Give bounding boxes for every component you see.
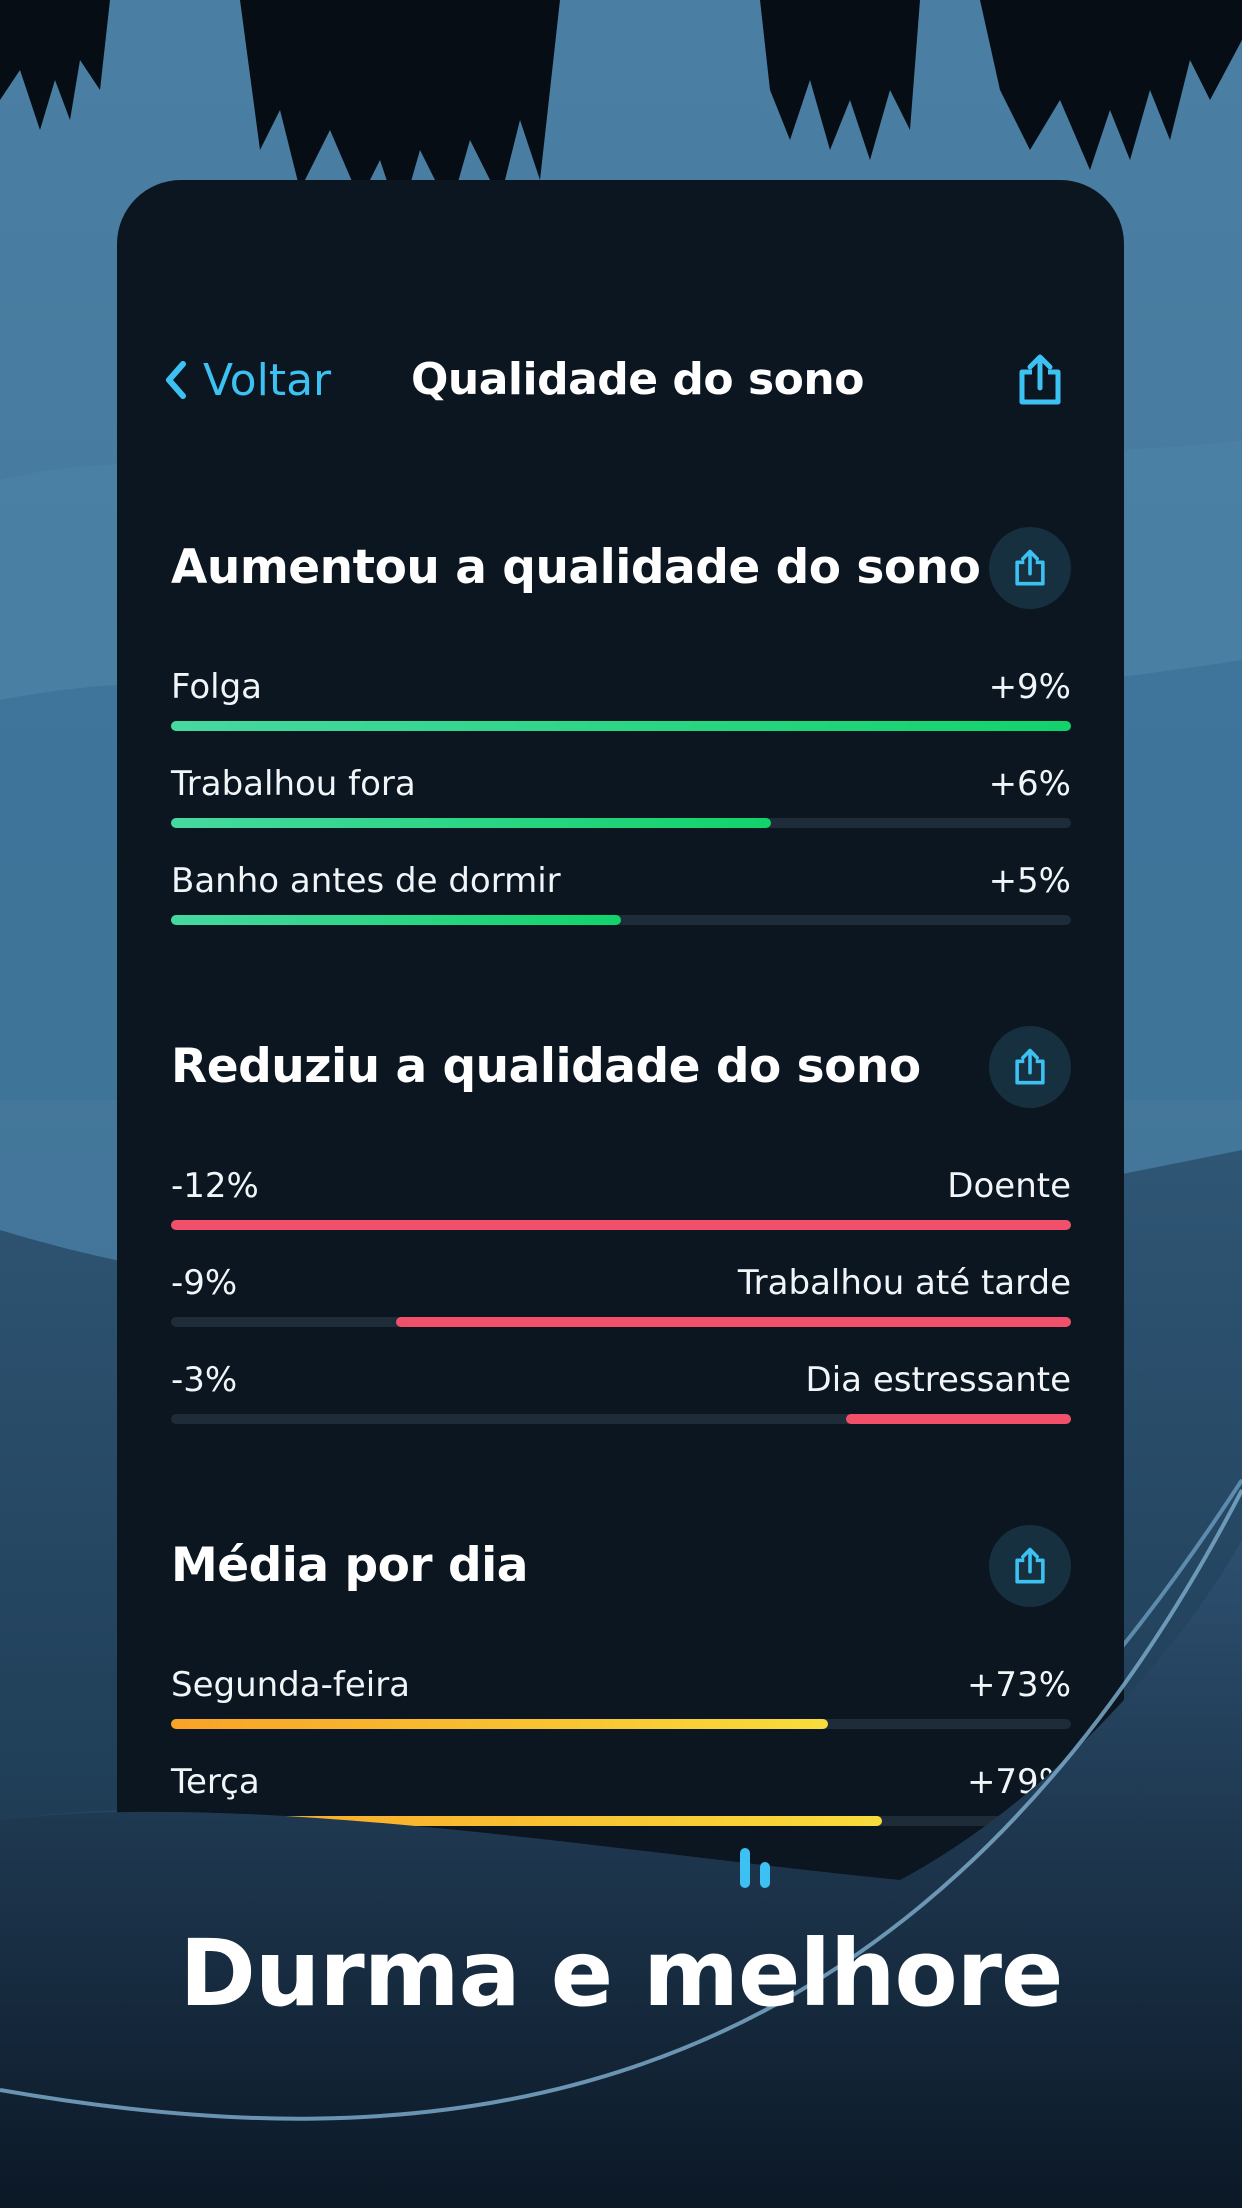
row-label: Dia estressante — [805, 1360, 1071, 1400]
section-average-by-day: Média por dia Segunda-feira +73% Terça +… — [171, 1525, 1071, 1826]
sleep-quality-screen: Voltar Qualidade do sono Aumentou a qual… — [117, 180, 1124, 1880]
progress-track — [171, 915, 1071, 925]
back-label: Voltar — [203, 354, 332, 406]
share-icon[interactable] — [1012, 352, 1068, 408]
share-icon — [1015, 1547, 1045, 1584]
progress-fill — [171, 915, 621, 925]
stats-tab-icon[interactable] — [700, 1848, 860, 1908]
promo-headline: Durma e melhore — [179, 1920, 1064, 2027]
progress-fill — [846, 1414, 1071, 1424]
share-icon — [1015, 549, 1045, 586]
progress-fill — [171, 1719, 828, 1729]
row-value: +79% — [966, 1762, 1071, 1802]
row-value: -9% — [171, 1263, 238, 1303]
row-value: +5% — [988, 861, 1071, 901]
navigation-bar: Voltar Qualidade do sono — [117, 330, 1124, 430]
progress-fill — [171, 818, 772, 828]
progress-track — [171, 1816, 1071, 1826]
row-value: -12% — [171, 1166, 259, 1206]
section-share-button[interactable] — [989, 527, 1071, 609]
section-reduced-quality: Reduziu a qualidade do sono -12% Doente … — [171, 1026, 1071, 1424]
list-item: -12% Doente — [171, 1162, 1071, 1240]
progress-fill — [396, 1317, 1071, 1327]
progress-track — [171, 1414, 1071, 1424]
back-button[interactable]: Voltar — [161, 330, 331, 430]
list-item: Terça +79% — [171, 1758, 1071, 1836]
list-item: -3% Dia estressante — [171, 1356, 1071, 1434]
section-title: Reduziu a qualidade do sono — [171, 1039, 921, 1094]
row-label: Doente — [947, 1166, 1071, 1206]
list-item: Banho antes de dormir +5% — [171, 857, 1071, 935]
list-item: Trabalhou fora +6% — [171, 760, 1071, 838]
progress-track — [171, 721, 1071, 731]
row-label: Segunda-feira — [171, 1665, 411, 1705]
page-title: Qualidade do sono — [411, 354, 864, 405]
list-item: -9% Trabalhou até tarde — [171, 1259, 1071, 1337]
progress-fill — [171, 1816, 882, 1826]
list-item: Segunda-feira +73% — [171, 1661, 1071, 1739]
progress-track — [171, 818, 1071, 828]
progress-fill — [171, 1220, 1071, 1230]
row-value: +9% — [988, 667, 1071, 707]
row-value: +73% — [966, 1665, 1071, 1705]
chevron-left-icon — [166, 361, 186, 399]
row-label: Banho antes de dormir — [171, 861, 561, 901]
share-icon — [1015, 1048, 1045, 1085]
row-label: Trabalhou até tarde — [737, 1263, 1071, 1303]
progress-track — [171, 1317, 1071, 1327]
section-increased-quality: Aumentou a qualidade do sono Folga +9% T… — [171, 527, 1071, 925]
section-title: Aumentou a qualidade do sono — [171, 540, 981, 595]
progress-fill — [171, 721, 1071, 731]
section-share-button[interactable] — [989, 1026, 1071, 1108]
row-label: Folga — [171, 667, 263, 707]
row-label: Terça — [171, 1762, 260, 1802]
list-item: Folga +9% — [171, 663, 1071, 741]
progress-track — [171, 1220, 1071, 1230]
row-value: -3% — [171, 1360, 238, 1400]
progress-track — [171, 1719, 1071, 1729]
section-title: Média por dia — [171, 1538, 528, 1593]
section-share-button[interactable] — [989, 1525, 1071, 1607]
row-value: +6% — [988, 764, 1071, 804]
row-label: Trabalhou fora — [171, 764, 416, 804]
